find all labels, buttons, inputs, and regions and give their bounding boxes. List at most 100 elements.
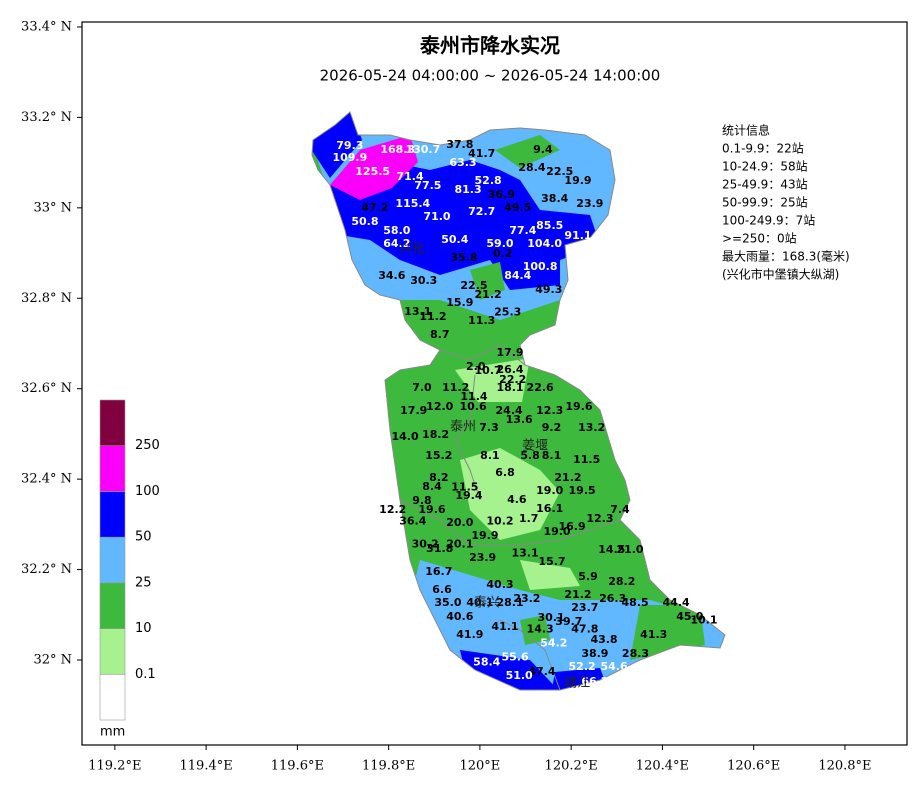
station-value: 81.3 (454, 183, 481, 196)
station-value: 8.1 (480, 449, 500, 462)
colorbar-unit: mm (100, 725, 125, 740)
stats-line: 50-99.9：25站 (722, 196, 808, 210)
station-value: 21.2 (554, 471, 581, 484)
station-value: 19.5 (569, 484, 596, 497)
rain-area (550, 668, 612, 690)
station-value: 8.4 (422, 480, 442, 493)
station-value: 109.9 (332, 151, 367, 164)
station-value: 48.5 (621, 596, 648, 609)
station-value: 9.2 (542, 421, 562, 434)
map-title: 泰州市降水实况 (419, 34, 560, 58)
station-value: 44.4 (663, 596, 690, 609)
station-value: 51.0 (506, 669, 533, 682)
station-value: 13.1 (512, 547, 539, 560)
x-tick-label: 120.4°E (636, 759, 689, 774)
station-value: 125.5 (355, 165, 390, 178)
station-value: 9.8 (412, 494, 432, 507)
rain-area (495, 135, 560, 168)
x-tick-label: 119.6°E (271, 759, 324, 774)
station-value: 41.3 (640, 628, 667, 641)
station-value: 15.2 (425, 449, 452, 462)
station-value: 22.5 (546, 165, 573, 178)
x-tick-label: 119.4°E (180, 759, 233, 774)
station-value: 52.8 (475, 174, 502, 187)
x-tick-label: 120.8°E (818, 759, 871, 774)
station-value: 17.9 (400, 404, 427, 417)
station-value: 43.8 (590, 633, 617, 646)
map-subtitle: 2026-05-24 04:00:00 ~ 2026-05-24 14:00:0… (320, 67, 661, 85)
stats-line: 最大雨量：168.3(毫米) (722, 249, 850, 264)
station-value: 71.4 (397, 170, 424, 183)
station-value: 22.6 (527, 381, 554, 394)
y-tick-label: 33.2° N (21, 110, 72, 125)
station-value: 23.9 (576, 197, 603, 210)
rain-area (460, 448, 560, 540)
station-value: 10.7 (475, 364, 502, 377)
station-value: 12.0 (426, 400, 453, 413)
station-value: 10.6 (459, 400, 486, 413)
station-value: 28.1 (496, 596, 523, 609)
colorbar-segment (99, 628, 126, 675)
station-value: 52.2 (569, 660, 596, 673)
station-value: 7.4 (610, 503, 630, 516)
rain-area (312, 112, 362, 178)
station-value: 47.8 (571, 623, 598, 636)
station-value: 15.9 (446, 296, 473, 309)
station-value: 23.9 (469, 551, 496, 564)
stats-line: (兴化市中堡镇大纵湖) (722, 267, 839, 282)
station-value: 35.8 (450, 251, 477, 264)
station-value: 11.3 (468, 314, 495, 327)
station-value: 10.2 (486, 515, 513, 528)
station-value: 13.2 (578, 421, 605, 434)
station-value: 14.0 (391, 430, 418, 443)
station-value: 5.9 (578, 570, 598, 583)
station-value: 22.2 (499, 373, 526, 386)
station-value: 49.5 (504, 201, 531, 214)
station-value: 19.6 (418, 503, 445, 516)
station-value: 13.6 (506, 413, 533, 426)
colorbar-segment (99, 491, 126, 538)
station-value: 30.3 (410, 274, 437, 287)
station-value: 22.5 (460, 279, 487, 292)
station-value: 72.7 (468, 205, 495, 218)
station-value: 37.8 (446, 138, 473, 151)
station-value: 14.5 (598, 543, 625, 556)
station-value: 55.6 (501, 651, 528, 664)
place-name: 泰兴 (474, 596, 500, 611)
station-value: 49.3 (535, 283, 562, 296)
colorbar-label: 10 (135, 621, 152, 636)
stats-line: 0.1-9.9：22站 (722, 142, 804, 156)
station-value: 36.9 (488, 188, 515, 201)
station-value: 17.9 (496, 346, 523, 359)
colorbar-label: 0.1 (135, 667, 156, 682)
colorbar-segment (99, 536, 126, 584)
station-value: 77.4 (509, 224, 536, 237)
station-value: 24.4 (496, 404, 523, 417)
stats-title: 统计信息 (722, 123, 770, 138)
station-value: 16.1 (536, 502, 563, 515)
station-value: 54.6 (600, 660, 627, 673)
city-border (311, 111, 726, 691)
station-value: 8.7 (430, 328, 450, 341)
place-name: 姜堰 (522, 439, 548, 454)
station-value: 2.0 (466, 360, 486, 373)
boundaries (311, 111, 726, 691)
station-value: 64.2 (383, 237, 410, 250)
stats-line: >=250：0站 (722, 232, 797, 246)
station-value: 11.5 (573, 453, 600, 466)
station-value: 26.3 (599, 592, 626, 605)
stats-line: 25-49.9：43站 (722, 178, 808, 192)
station-value: 16.9 (559, 520, 586, 533)
station-value: 85.5 (536, 219, 563, 232)
station-value: 20.0 (446, 516, 473, 529)
y-tick-label: 33° N (33, 200, 72, 215)
rain-area (520, 560, 580, 590)
county-border (454, 374, 481, 501)
x-tick-label: 120°E (459, 759, 500, 774)
colorbar-segment (99, 673, 126, 721)
y-tick-label: 32.2° N (21, 562, 72, 577)
station-value: 6.8 (495, 466, 515, 479)
station-value: 40.1 (466, 596, 493, 609)
